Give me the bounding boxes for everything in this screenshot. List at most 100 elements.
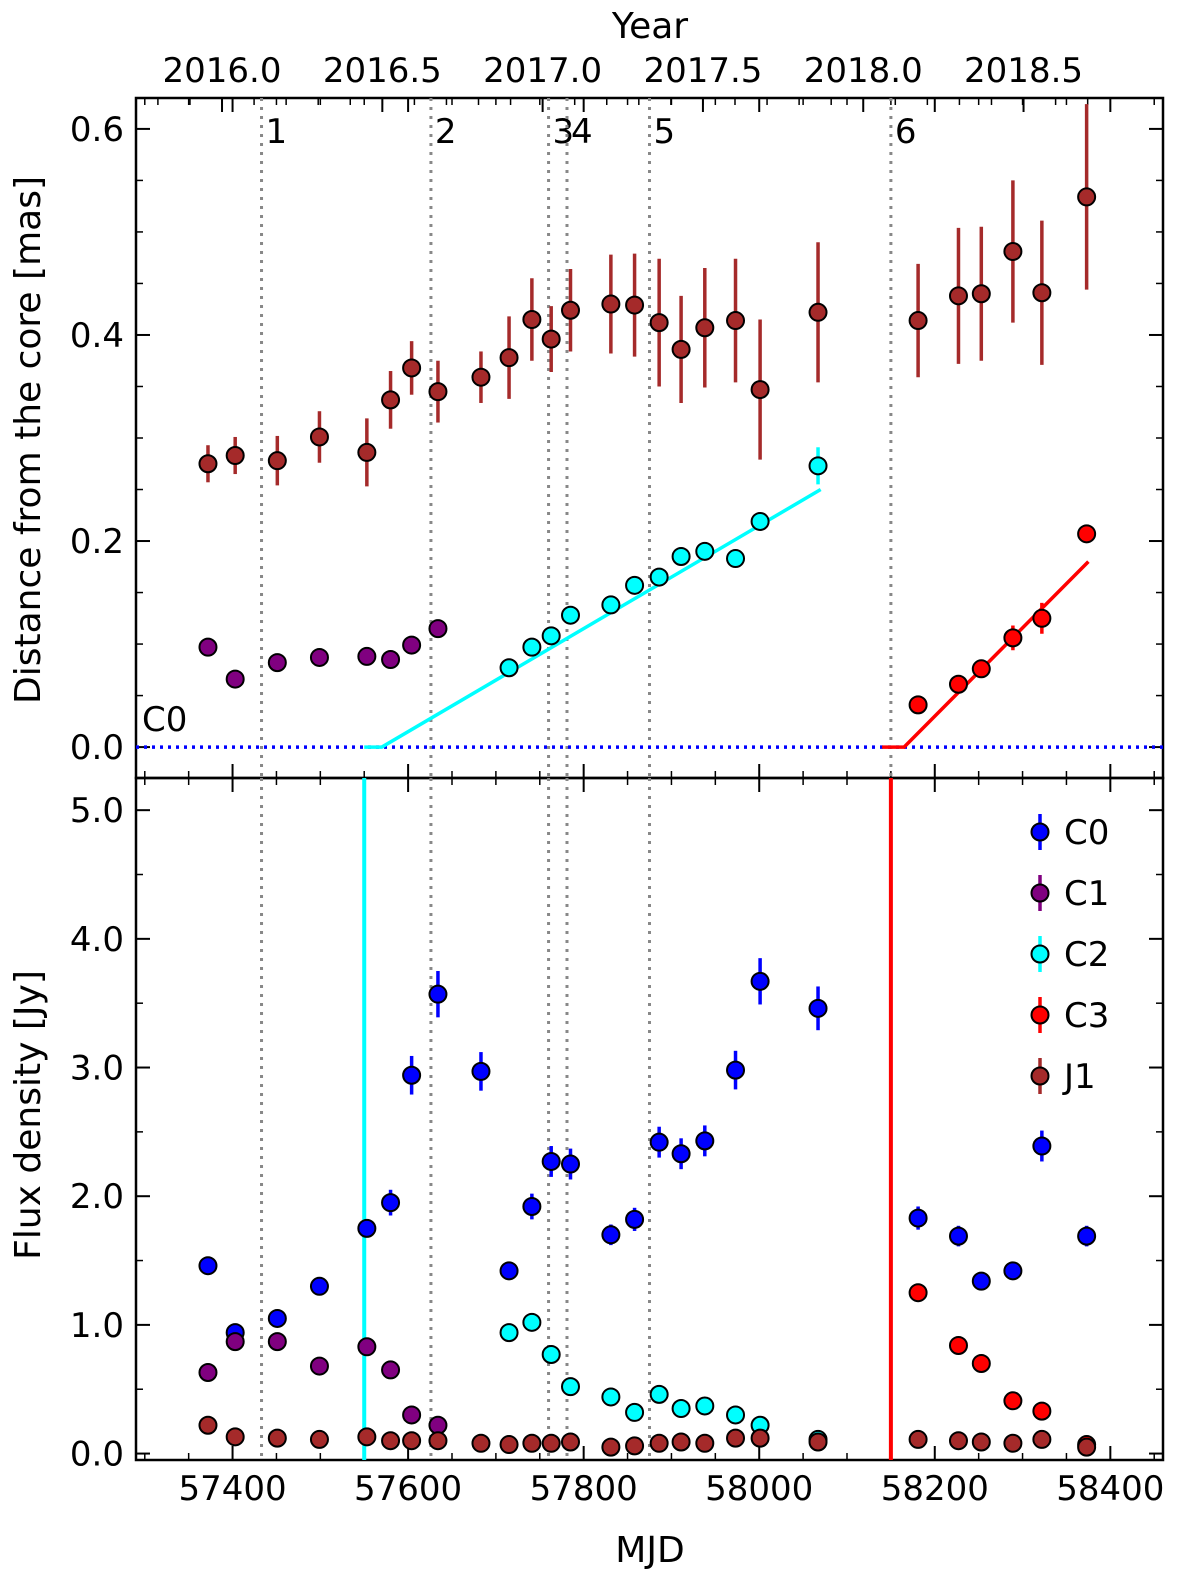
point-j1 [625, 295, 645, 315]
point-c3 [908, 695, 928, 715]
point-c1 [309, 1356, 329, 1376]
point-c2 [541, 1344, 561, 1364]
point-j1 [649, 1433, 669, 1453]
legend-label-c2: C2 [1064, 935, 1109, 975]
point-j1 [471, 367, 491, 387]
point-c0 [971, 1271, 991, 1291]
point-j1 [522, 310, 542, 330]
x-tick-label: 58000 [705, 1469, 813, 1509]
legend-label-c3: C3 [1064, 996, 1109, 1036]
point-j1 [625, 1436, 645, 1456]
year-tick-label: 2017.5 [643, 51, 762, 91]
point-j1 [357, 1427, 377, 1447]
point-j1 [695, 1433, 715, 1453]
legend-marker-j1 [1030, 1066, 1050, 1086]
point-j1 [908, 1429, 928, 1449]
point-j1 [561, 1432, 580, 1452]
point-c1 [225, 669, 245, 689]
year-tick-label: 2016.5 [323, 51, 442, 91]
point-j1 [671, 339, 691, 359]
event-label: 5 [654, 112, 676, 152]
point-j1 [541, 329, 561, 349]
point-c2 [561, 1377, 580, 1397]
point-c1 [225, 1332, 245, 1352]
x-tick-label: 57600 [354, 1469, 462, 1509]
point-j1 [381, 1431, 401, 1451]
distance-panel: 2016.0 2016.5 2017.0 2017.5 2018.0 2018.5 0.0 0… [70, 51, 1165, 780]
point-c1 [428, 619, 448, 639]
point-c2 [601, 595, 621, 615]
y-tick-label: 3.0 [70, 1049, 124, 1089]
point-c2 [625, 1402, 645, 1422]
point-j1 [1077, 1437, 1097, 1457]
point-c0 [671, 1144, 691, 1164]
point-j1 [309, 1429, 329, 1449]
point-j1 [695, 318, 715, 338]
point-c0 [649, 1132, 669, 1152]
fit-line-c3 [882, 560, 1090, 749]
point-c0 [402, 1065, 422, 1085]
point-c1 [267, 1332, 287, 1352]
point-j1 [357, 442, 377, 462]
legend-marker-c3 [1030, 1005, 1050, 1025]
y-tick-label: 0.6 [70, 110, 124, 150]
point-j1 [428, 1431, 448, 1451]
point-c2 [541, 626, 561, 646]
point-c3 [948, 674, 968, 694]
y-tick-label: 0.0 [70, 1435, 124, 1475]
point-c3 [948, 1335, 968, 1355]
point-j1 [499, 1435, 519, 1455]
point-c2 [522, 1312, 542, 1332]
point-c0 [1003, 1261, 1023, 1281]
point-c2 [750, 511, 770, 531]
point-c0 [541, 1151, 561, 1171]
point-j1 [471, 1433, 491, 1453]
point-c1 [198, 637, 218, 657]
event-label: 3 [553, 112, 575, 152]
point-j1 [198, 1415, 218, 1435]
y-axis-title-flux: Flux density [Jy] [8, 970, 49, 1260]
point-j1 [808, 302, 828, 322]
point-j1 [1032, 1429, 1052, 1449]
point-j1 [971, 284, 991, 304]
point-c3 [908, 1283, 928, 1303]
point-j1 [402, 1431, 422, 1451]
point-c0 [267, 1308, 287, 1328]
point-c0 [695, 1131, 715, 1151]
point-j1 [750, 1428, 770, 1448]
point-c1 [402, 1405, 422, 1425]
y-tick-label: 4.0 [70, 920, 124, 960]
point-c1 [357, 1337, 377, 1357]
point-j1 [601, 1437, 621, 1457]
fit-line-c2 [364, 488, 822, 749]
point-j1 [499, 348, 519, 368]
point-c3 [1003, 628, 1023, 648]
x-tick-label: 58200 [881, 1469, 989, 1509]
point-c1 [402, 635, 422, 655]
y-tick-label: 0.0 [70, 728, 124, 768]
point-c2 [808, 456, 828, 476]
point-j1 [671, 1432, 691, 1452]
point-c2 [649, 567, 669, 587]
x-tick-label: 57400 [178, 1469, 286, 1509]
point-j1 [1003, 242, 1023, 262]
point-c1 [381, 650, 401, 670]
flux-panel: 57400 57600 57800 58000 58200 58400 0.0 1.0 2.0 3… [70, 776, 1165, 1509]
point-c2 [561, 605, 580, 625]
point-c0 [428, 984, 448, 1004]
year-tick-label: 2018.0 [804, 51, 923, 91]
point-j1 [309, 427, 329, 447]
point-c2 [671, 546, 691, 566]
point-j1 [428, 382, 448, 402]
bottom-frame [134, 776, 1165, 1462]
legend-marker-c0 [1030, 822, 1050, 842]
point-c0 [471, 1061, 491, 1081]
point-c0 [1077, 1226, 1097, 1246]
point-c3 [971, 1353, 991, 1373]
point-c3 [1077, 524, 1097, 544]
event-label: 2 [435, 112, 457, 152]
point-c2 [499, 658, 519, 678]
y-tick-label: 5.0 [70, 791, 124, 831]
point-j1 [522, 1433, 542, 1453]
